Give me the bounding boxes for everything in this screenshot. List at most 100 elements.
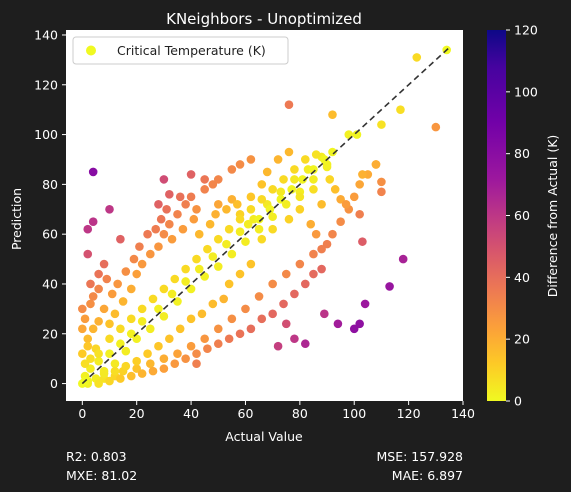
scatter-point bbox=[350, 193, 359, 202]
scatter-point bbox=[130, 255, 139, 264]
scatter-point bbox=[119, 297, 128, 306]
scatter-point bbox=[127, 372, 136, 381]
scatter-point bbox=[122, 347, 131, 356]
colorbar-tick-label: 80 bbox=[514, 146, 530, 161]
scatter-point bbox=[94, 270, 103, 279]
scatter-point bbox=[358, 170, 367, 179]
scatter-point bbox=[108, 290, 117, 299]
scatter-point bbox=[285, 215, 294, 224]
mxe-metric: MXE: 81.02 bbox=[66, 468, 137, 483]
scatter-point bbox=[160, 364, 169, 373]
scatter-point bbox=[81, 359, 90, 368]
scatter-point bbox=[78, 349, 87, 358]
scatter-point bbox=[285, 100, 294, 109]
scatter-point bbox=[160, 354, 169, 363]
scatter-point bbox=[290, 290, 299, 299]
scatter-point bbox=[168, 235, 177, 244]
scatter-point bbox=[173, 210, 182, 219]
x-axis-label: Actual Value bbox=[225, 429, 303, 444]
scatter-point bbox=[306, 220, 315, 229]
scatter-point bbox=[247, 155, 256, 164]
scatter-point bbox=[195, 265, 204, 274]
scatter-point bbox=[170, 275, 179, 284]
scatter-point bbox=[173, 349, 182, 358]
scatter-point bbox=[146, 324, 155, 333]
scatter-point bbox=[105, 205, 114, 214]
scatter-point bbox=[179, 225, 188, 234]
scatter-point bbox=[83, 250, 92, 259]
scatter-point bbox=[187, 170, 196, 179]
scatter-point bbox=[94, 285, 103, 294]
scatter-point bbox=[282, 320, 291, 329]
scatter-point bbox=[317, 200, 326, 209]
legend: Critical Temperature (K) bbox=[73, 37, 288, 64]
scatter-point bbox=[268, 310, 277, 319]
scatter-point bbox=[277, 188, 286, 197]
scatter-point bbox=[342, 200, 351, 209]
scatter-point bbox=[209, 252, 218, 261]
scatter-point bbox=[105, 320, 114, 329]
scatter-point bbox=[211, 210, 220, 219]
scatter-point bbox=[317, 265, 326, 274]
scatter-point bbox=[89, 324, 98, 333]
scatter-point bbox=[192, 205, 201, 214]
scatter-point bbox=[116, 374, 125, 383]
scatter-point bbox=[274, 155, 283, 164]
scatter-point bbox=[143, 230, 152, 239]
scatter-point bbox=[214, 200, 223, 209]
scatter-point bbox=[309, 175, 318, 184]
scatter-point bbox=[143, 349, 152, 358]
scatter-point bbox=[111, 367, 120, 376]
scatter-point bbox=[100, 305, 109, 314]
y-axis-label: Prediction bbox=[9, 188, 24, 250]
y-tick-label: 40 bbox=[42, 276, 58, 291]
scatter-point bbox=[236, 270, 245, 279]
scatter-point bbox=[116, 235, 125, 244]
scatter-point bbox=[149, 367, 158, 376]
scatter-point bbox=[336, 217, 345, 226]
x-tick-label: 120 bbox=[397, 406, 421, 421]
scatter-point bbox=[257, 315, 266, 324]
scatter-point bbox=[160, 230, 169, 239]
scatter-point bbox=[268, 185, 277, 194]
scatter-point bbox=[83, 225, 92, 234]
scatter-point bbox=[168, 290, 177, 299]
scatter-point bbox=[358, 237, 367, 246]
scatter-point bbox=[149, 295, 158, 304]
scatter-point bbox=[187, 342, 196, 351]
scatter-point bbox=[233, 200, 242, 209]
scatter-point bbox=[78, 305, 87, 314]
scatter-point bbox=[81, 315, 90, 324]
scatter-point bbox=[160, 175, 169, 184]
mse-metric: MSE: 157.928 bbox=[377, 449, 464, 464]
x-tick-label: 40 bbox=[183, 406, 199, 421]
x-tick-label: 20 bbox=[129, 406, 145, 421]
scatter-point bbox=[236, 215, 245, 224]
scatter-point bbox=[225, 280, 234, 289]
scatter-point bbox=[94, 317, 103, 326]
scatter-point bbox=[89, 217, 98, 226]
scatter-point bbox=[127, 315, 136, 324]
scatter-point bbox=[279, 300, 288, 309]
scatter-point bbox=[157, 215, 166, 224]
scatter-point bbox=[236, 227, 245, 236]
scatter-point bbox=[214, 175, 223, 184]
scatter-point bbox=[296, 260, 305, 269]
scatter-point bbox=[154, 305, 163, 314]
y-tick-label: 20 bbox=[42, 326, 58, 341]
scatter-point bbox=[192, 255, 201, 264]
scatter-point bbox=[268, 212, 277, 221]
scatter-point bbox=[247, 260, 256, 269]
scatter-point bbox=[181, 200, 190, 209]
scatter-point bbox=[83, 334, 92, 343]
scatter-point bbox=[135, 242, 144, 251]
scatter-point bbox=[228, 165, 237, 174]
colorbar-label: Difference from Actual (K) bbox=[545, 135, 560, 298]
scatter-point bbox=[334, 320, 343, 329]
scatter-point bbox=[225, 225, 234, 234]
scatter-point bbox=[241, 305, 250, 314]
scatter-point bbox=[412, 53, 421, 62]
scatter-point bbox=[187, 193, 196, 202]
scatter-point bbox=[309, 185, 318, 194]
scatter-point bbox=[282, 270, 291, 279]
